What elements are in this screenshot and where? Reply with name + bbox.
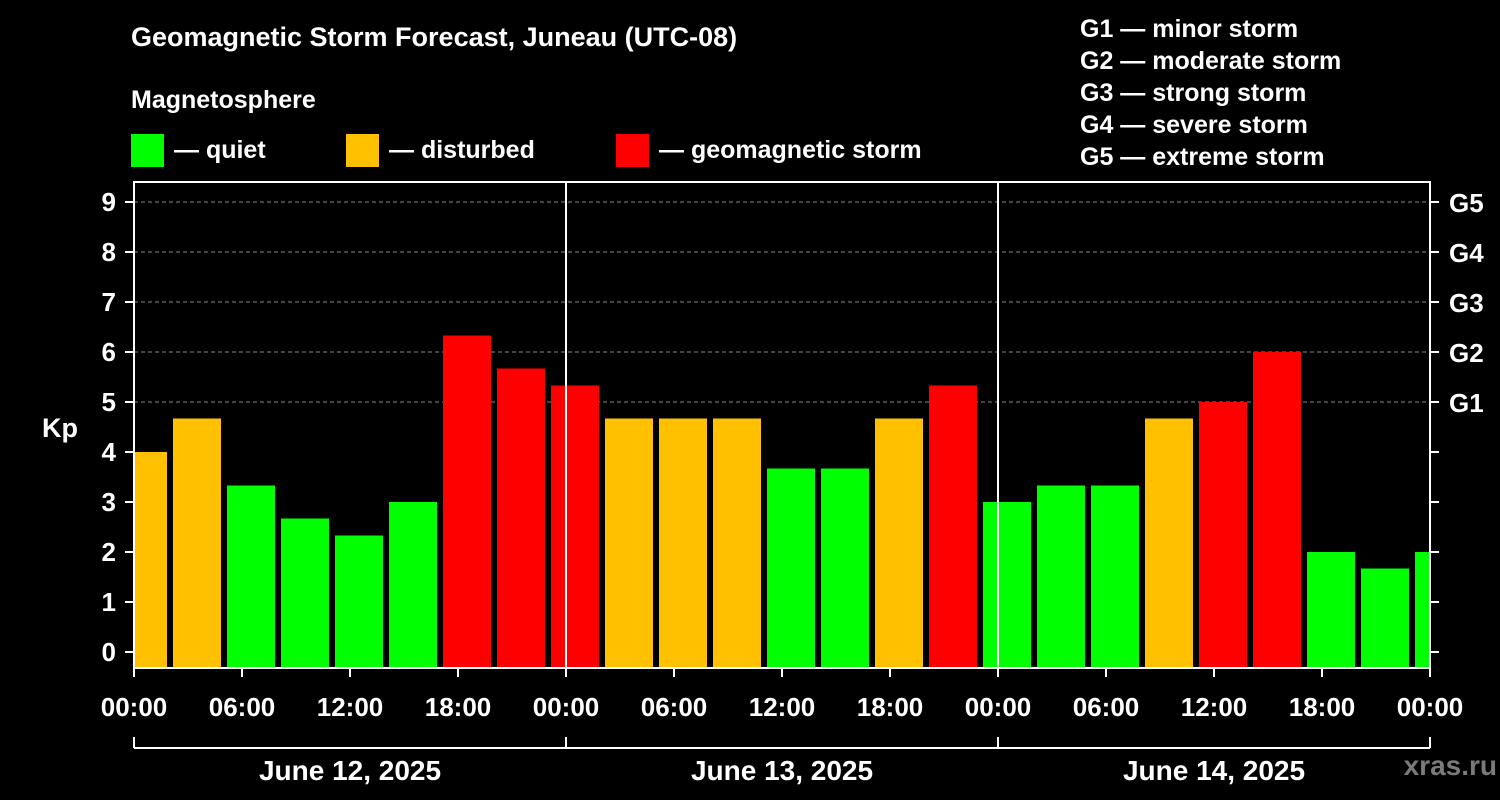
y-tick-label: 3 — [102, 487, 116, 517]
legend-label-disturbed: — disturbed — [389, 135, 535, 164]
x-tick-label: 12:00 — [1181, 692, 1248, 722]
x-tick-label: 00:00 — [101, 692, 168, 722]
x-tick-label: 12:00 — [317, 692, 384, 722]
x-tick-label: 18:00 — [857, 692, 924, 722]
bar-storm — [551, 385, 599, 668]
legend-swatch-quiet — [131, 133, 164, 167]
g-level-label: G5 — [1449, 188, 1484, 218]
watermark: xras.ru — [1403, 750, 1497, 781]
bar-storm — [1253, 352, 1301, 668]
x-tick-label: 00:00 — [1397, 692, 1464, 722]
bar-disturbed — [1145, 418, 1193, 668]
bar-quiet — [227, 485, 275, 668]
g-scale-legend-item: G4 — severe storm — [1080, 111, 1308, 139]
bar-disturbed — [713, 418, 761, 668]
bar-storm — [443, 335, 491, 668]
day-label: June 14, 2025 — [1123, 755, 1305, 786]
bar-disturbed — [135, 452, 167, 668]
x-tick-label: 12:00 — [749, 692, 816, 722]
bar-quiet — [767, 468, 815, 668]
g-level-label: G4 — [1449, 238, 1484, 268]
legend-label-storm: — geomagnetic storm — [659, 135, 922, 164]
legend-swatch-storm — [616, 133, 649, 167]
y-tick-label: 7 — [102, 287, 116, 317]
bar-quiet — [389, 502, 437, 668]
g-scale-legend: G1 — minor storm G2 — moderate storm G3 … — [1080, 13, 1341, 173]
x-tick-label: 18:00 — [425, 692, 492, 722]
bar-quiet — [1361, 568, 1409, 668]
chart-title: Geomagnetic Storm Forecast, Juneau (UTC-… — [131, 22, 738, 52]
x-tick-label: 18:00 — [1289, 692, 1356, 722]
bar-storm — [929, 385, 977, 668]
bar-quiet — [821, 468, 869, 668]
bar-disturbed — [659, 418, 707, 668]
x-tick-label: 06:00 — [641, 692, 708, 722]
bar-quiet — [1415, 552, 1429, 668]
x-tick-label: 00:00 — [533, 692, 600, 722]
y-tick-label: 1 — [102, 587, 116, 617]
g-scale-legend-item: G2 — moderate storm — [1080, 47, 1342, 75]
g-scale-legend-item: G5 — extreme storm — [1080, 143, 1325, 171]
bar-quiet — [983, 502, 1031, 668]
bar-quiet — [1091, 485, 1139, 668]
legend-title: Magnetosphere — [131, 86, 316, 114]
x-tick-label: 00:00 — [965, 692, 1032, 722]
legend-item-storm: — geomagnetic storm — [616, 133, 922, 167]
g-scale-legend-item: G1 — minor storm — [1080, 15, 1299, 43]
bar-quiet — [1037, 485, 1085, 668]
y-tick-label: 2 — [102, 537, 116, 567]
bar-disturbed — [173, 418, 221, 668]
y-tick-label: 0 — [102, 637, 116, 667]
y-axis-label: Kp — [42, 413, 78, 443]
g-level-label: G3 — [1449, 288, 1484, 318]
bar-disturbed — [875, 418, 923, 668]
g-level-label: G1 — [1449, 388, 1484, 418]
legend-item-disturbed: — disturbed — [346, 133, 535, 167]
y-tick-label: 8 — [102, 237, 116, 267]
g-level-label: G2 — [1449, 338, 1484, 368]
day-label: June 13, 2025 — [691, 755, 873, 786]
legend-label-quiet: — quiet — [174, 135, 266, 164]
y-tick-label: 5 — [102, 387, 116, 417]
legend-swatch-disturbed — [346, 133, 379, 167]
bar-quiet — [1307, 552, 1355, 668]
y-tick-label: 9 — [102, 187, 116, 217]
bar-quiet — [335, 535, 383, 668]
bar-storm — [1199, 402, 1247, 668]
x-tick-label: 06:00 — [1073, 692, 1140, 722]
y-tick-label: 4 — [102, 437, 117, 467]
bar-disturbed — [605, 418, 653, 668]
day-label: June 12, 2025 — [259, 755, 441, 786]
g-scale-legend-item: G3 — strong storm — [1080, 79, 1307, 107]
x-tick-label: 06:00 — [209, 692, 276, 722]
y-tick-label: 6 — [102, 337, 116, 367]
bar-storm — [497, 368, 545, 668]
legend-item-quiet: — quiet — [131, 133, 266, 167]
bar-quiet — [281, 518, 329, 668]
